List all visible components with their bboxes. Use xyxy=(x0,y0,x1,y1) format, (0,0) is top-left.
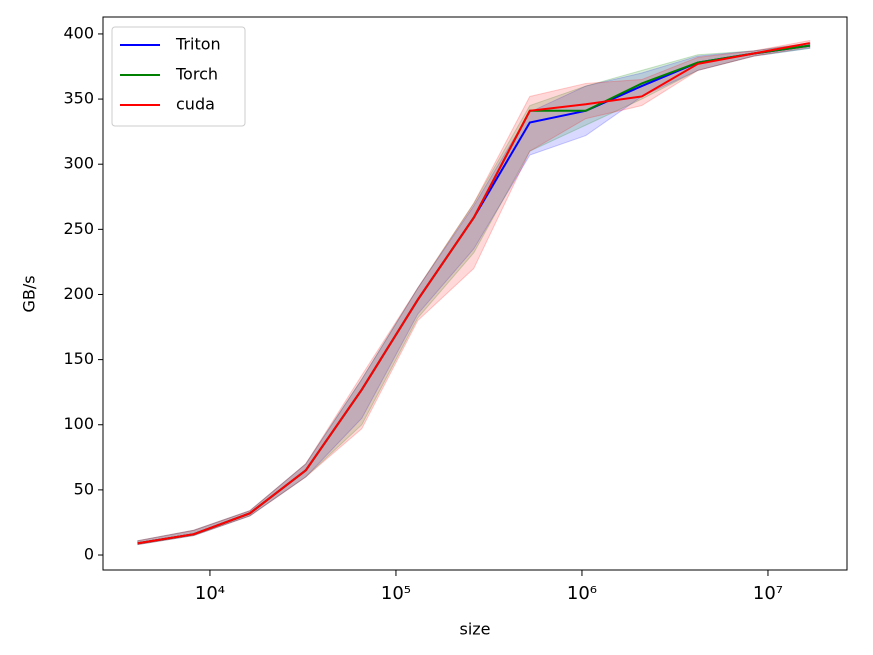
legend-label: Torch xyxy=(175,65,218,84)
y-tick-label: 50 xyxy=(74,479,94,498)
y-tick-label: 250 xyxy=(63,219,94,238)
y-tick-label: 350 xyxy=(63,89,94,108)
y-tick-label: 0 xyxy=(84,545,94,564)
x-tick-label: 10⁴ xyxy=(195,583,225,604)
x-tick-label: 10⁶ xyxy=(567,583,597,604)
band xyxy=(137,42,811,546)
line xyxy=(137,42,810,545)
x-tick-label: 10⁵ xyxy=(381,583,411,604)
y-tick-label: 150 xyxy=(63,349,94,368)
y-tick-label: 300 xyxy=(63,154,94,173)
plot-area xyxy=(137,39,811,546)
band xyxy=(137,39,811,546)
x-tick-label: 10⁷ xyxy=(753,583,783,604)
band xyxy=(137,42,811,546)
x-axis-label: size xyxy=(459,620,490,639)
y-tick-label: 200 xyxy=(63,284,94,303)
y-axis-label: GB/s xyxy=(20,275,39,312)
legend-label: Triton xyxy=(175,35,221,54)
y-tick-label: 400 xyxy=(63,23,94,42)
y-tick-label: 100 xyxy=(63,414,94,433)
legend-box xyxy=(111,26,246,127)
axes-frame xyxy=(102,16,848,571)
legend-label: cuda xyxy=(176,95,215,114)
